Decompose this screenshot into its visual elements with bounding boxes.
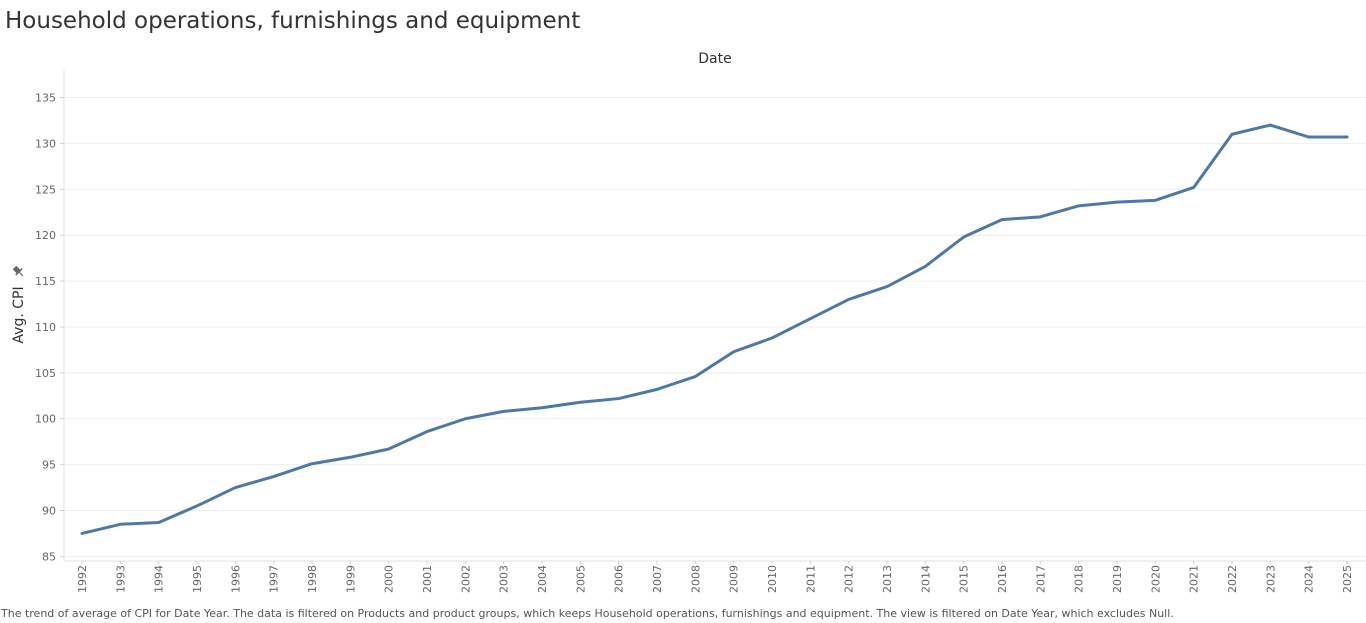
x-tick-label: 2007 (651, 565, 664, 593)
data-point-1997[interactable] (272, 475, 276, 479)
data-point-2002[interactable] (463, 417, 467, 421)
x-tick-label: 2008 (689, 565, 702, 593)
x-tick-label: 2015 (958, 565, 971, 593)
data-point-2021[interactable] (1192, 185, 1196, 189)
data-point-2005[interactable] (578, 400, 582, 404)
x-tick-label: 2023 (1264, 565, 1277, 593)
pin-icon (12, 265, 24, 277)
data-point-2014[interactable] (923, 264, 927, 268)
data-point-2000[interactable] (387, 447, 391, 451)
x-tick-label: 2024 (1303, 565, 1316, 593)
x-tick-label: 2014 (919, 565, 932, 593)
x-tick-label: 1996 (229, 565, 242, 593)
data-point-2008[interactable] (693, 375, 697, 379)
x-tick-label: 2018 (1073, 565, 1086, 593)
y-tick-label: 85 (42, 550, 56, 563)
chart-title: Household operations, furnishings and eq… (5, 8, 581, 34)
series-layer (80, 123, 1349, 535)
data-point-2004[interactable] (540, 406, 544, 410)
data-point-1999[interactable] (348, 455, 352, 459)
data-point-2023[interactable] (1268, 123, 1272, 127)
x-tick-label: 2002 (459, 565, 472, 593)
x-tick-label: 2025 (1341, 565, 1354, 593)
data-point-2009[interactable] (732, 350, 736, 354)
data-point-2018[interactable] (1077, 204, 1081, 208)
y-tick-label: 110 (35, 321, 56, 334)
data-point-2016[interactable] (1000, 218, 1004, 222)
data-point-2001[interactable] (425, 430, 429, 434)
y-axis-title: Avg. CPI (11, 286, 27, 343)
x-tick-label: 1994 (153, 565, 166, 593)
y-axis-title-group: Avg. CPI (11, 265, 27, 344)
y-tick-label: 120 (35, 229, 56, 242)
x-tick-label: 1993 (114, 565, 127, 593)
axis-layer (60, 70, 1366, 564)
y-tick-label: 125 (35, 183, 56, 196)
x-tick-label: 2005 (574, 565, 587, 593)
y-tick-labels: 85 90 95 100 105 110 115 120 125 130 135 (35, 92, 56, 564)
x-axis-title: Date (698, 51, 731, 67)
data-point-2010[interactable] (770, 336, 774, 340)
data-point-1993[interactable] (118, 522, 122, 526)
chart-caption: The trend of average of CPI for Date Yea… (1, 607, 1174, 620)
x-tick-label: 2003 (498, 565, 511, 593)
data-point-2022[interactable] (1230, 132, 1234, 136)
x-tick-label: 2011 (804, 565, 817, 593)
x-tick-label: 2019 (1111, 565, 1124, 593)
data-point-2013[interactable] (885, 285, 889, 289)
data-point-2006[interactable] (617, 397, 621, 401)
line-chart: Date Avg. CPI 85 90 95 100 105 110 115 120 125 13… (11, 51, 1366, 593)
data-point-2003[interactable] (502, 409, 506, 413)
data-point-2024[interactable] (1307, 135, 1311, 139)
data-point-2012[interactable] (847, 297, 851, 301)
series-line (80, 123, 1349, 535)
x-tick-label: 2006 (613, 565, 626, 593)
x-tick-label: 1999 (344, 565, 357, 593)
data-point-1996[interactable] (233, 486, 237, 490)
x-tick-label: 2022 (1226, 565, 1239, 593)
x-tick-label: 2001 (421, 565, 434, 593)
x-tick-label: 1995 (191, 565, 204, 593)
x-tick-label: 1998 (306, 565, 319, 593)
y-tick-label: 130 (35, 137, 56, 150)
x-tick-label: 2020 (1149, 565, 1162, 593)
x-tick-label: 2010 (766, 565, 779, 593)
data-point-1994[interactable] (157, 520, 161, 524)
data-point-1998[interactable] (310, 462, 314, 466)
x-tick-label: 2004 (536, 565, 549, 593)
y-tick-label: 105 (35, 367, 56, 380)
y-tick-label: 135 (35, 92, 56, 105)
data-point-2015[interactable] (962, 235, 966, 239)
grid-layer (64, 97, 1366, 557)
x-tick-label: 2000 (383, 565, 396, 593)
x-tick-labels: 1992 1993 1994 1995 1996 1997 1998 1999 2000 2001… (76, 565, 1354, 593)
x-tick-label: 1997 (268, 565, 281, 593)
data-point-2007[interactable] (655, 387, 659, 391)
x-tick-label: 2016 (996, 565, 1009, 593)
y-tick-label: 115 (35, 275, 56, 288)
data-point-1995[interactable] (195, 504, 199, 508)
y-tick-label: 90 (42, 505, 56, 518)
x-tick-label: 2013 (881, 565, 894, 593)
data-point-1992[interactable] (80, 531, 84, 535)
x-tick-label: 1992 (76, 565, 89, 593)
y-tick-label: 95 (42, 459, 56, 472)
x-tick-label: 2012 (843, 565, 856, 593)
data-point-2025[interactable] (1345, 135, 1349, 139)
data-point-2020[interactable] (1153, 198, 1157, 202)
x-tick-label: 2021 (1188, 565, 1201, 593)
y-tick-label: 100 (35, 413, 56, 426)
x-tick-label: 2009 (728, 565, 741, 593)
data-point-2019[interactable] (1115, 200, 1119, 204)
x-tick-label: 2017 (1034, 565, 1047, 593)
data-point-2011[interactable] (808, 317, 812, 321)
data-point-2017[interactable] (1038, 215, 1042, 219)
